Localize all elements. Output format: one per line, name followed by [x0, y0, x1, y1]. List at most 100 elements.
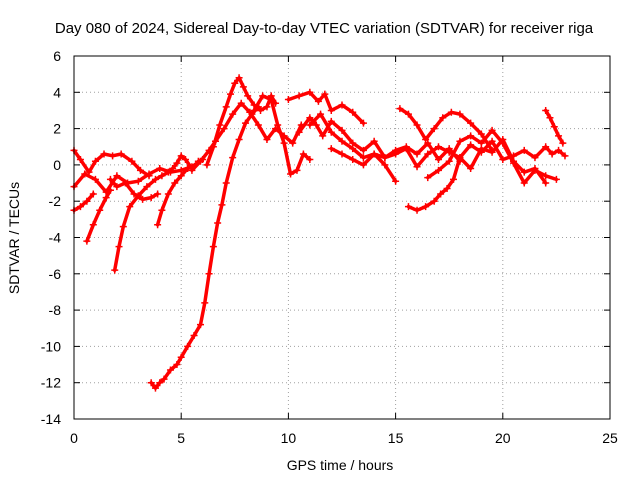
series-line: [205, 76, 278, 167]
data-point-marker: [338, 101, 346, 109]
data-point-marker: [212, 137, 220, 145]
data-point-marker: [166, 366, 174, 374]
data-point-marker: [289, 139, 297, 147]
data-point-marker: [76, 203, 84, 211]
data-point-marker: [164, 168, 172, 176]
data-point-marker: [396, 105, 404, 113]
data-point-marker: [510, 159, 518, 167]
data-point-marker: [284, 96, 292, 104]
series-arc-3: [70, 190, 97, 214]
data-point-marker: [531, 166, 539, 174]
series-arc-18: [424, 126, 560, 187]
data-point-marker: [338, 126, 346, 134]
data-point-marker: [338, 150, 346, 158]
data-point-marker: [263, 103, 271, 111]
data-point-marker: [254, 121, 262, 129]
data-point-marker: [154, 221, 162, 229]
data-point-marker: [121, 179, 129, 187]
data-point-marker: [349, 108, 357, 116]
data-point-marker: [312, 121, 320, 129]
data-point-marker: [160, 375, 168, 383]
data-point-marker: [171, 179, 179, 187]
data-point-marker: [181, 155, 189, 163]
data-point-marker: [259, 92, 267, 100]
data-point-marker: [349, 145, 357, 153]
data-point-marker: [128, 157, 136, 165]
data-point-marker: [467, 141, 475, 149]
ticks: 0 5 10 15 20 25 -14 -12 -10 -8 -6 -4 -2 0 2 4 6: [41, 48, 618, 446]
data-point-marker: [227, 90, 235, 98]
data-point-marker: [370, 150, 378, 158]
data-point-marker: [404, 203, 412, 211]
x-tick-label: 25: [602, 430, 618, 446]
data-point-marker: [91, 157, 99, 165]
data-point-marker: [109, 152, 117, 160]
grid: [74, 56, 610, 419]
data-point-marker: [445, 157, 453, 165]
data-point-marker: [222, 179, 230, 187]
data-point-marker: [467, 119, 475, 127]
data-point-marker: [239, 83, 247, 91]
data-point-marker: [424, 150, 432, 158]
data-point-marker: [81, 170, 89, 178]
data-point-marker: [242, 119, 250, 127]
data-point-marker: [349, 155, 357, 163]
data-point-marker: [119, 223, 127, 231]
y-tick-label: 0: [53, 157, 61, 173]
data-point-marker: [231, 79, 239, 87]
x-tick-label: 10: [281, 430, 297, 446]
data-point-marker: [467, 132, 475, 140]
series-arc-9: [203, 74, 280, 169]
data-point-marker: [424, 174, 432, 182]
data-point-marker: [402, 143, 410, 151]
series-line: [72, 192, 96, 213]
data-point-marker: [237, 99, 245, 107]
y-tick-label: -12: [41, 375, 61, 391]
data-point-marker: [158, 172, 166, 180]
data-point-marker: [169, 165, 177, 173]
data-point-marker: [177, 353, 185, 361]
data-point-marker: [434, 155, 442, 163]
y-tick-label: 2: [53, 121, 61, 137]
x-tick-label: 15: [388, 430, 404, 446]
data-point-marker: [117, 150, 125, 158]
data-point-marker: [134, 177, 142, 185]
data-point-marker: [370, 137, 378, 145]
y-tick-label: -2: [49, 193, 62, 209]
data-point-marker: [359, 161, 367, 169]
data-point-marker: [542, 143, 550, 151]
series-arc-11: [250, 92, 314, 178]
data-point-marker: [445, 145, 453, 153]
x-tick-label: 5: [177, 430, 185, 446]
data-point-marker: [413, 163, 421, 171]
data-point-marker: [113, 172, 121, 180]
data-point-marker: [173, 159, 181, 167]
series-arc-8: [147, 103, 262, 392]
data-point-marker: [306, 155, 314, 163]
data-point-marker: [145, 170, 153, 178]
series-arc-13: [295, 114, 569, 171]
y-tick-label: 6: [53, 48, 61, 64]
data-point-marker: [229, 154, 237, 162]
data-point-marker: [280, 139, 288, 147]
data-point-marker: [244, 92, 252, 100]
data-point-marker: [139, 195, 147, 203]
data-point-marker: [293, 166, 301, 174]
data-point-marker: [267, 96, 275, 104]
data-point-marker: [218, 201, 226, 209]
data-point-marker: [552, 175, 560, 183]
data-point-marker: [115, 243, 123, 251]
y-tick-label: -6: [49, 266, 62, 282]
x-tick-label: 0: [70, 430, 78, 446]
series-arc-17: [404, 135, 550, 214]
data-point-marker: [216, 121, 224, 129]
y-tick-label: -10: [41, 338, 61, 354]
data-point-marker: [456, 154, 464, 162]
data-point-marker: [295, 128, 303, 136]
data-point-marker: [147, 194, 155, 202]
data-point-marker: [422, 203, 430, 211]
data-point-marker: [263, 135, 271, 143]
data-point-marker: [83, 197, 91, 205]
data-point-marker: [102, 194, 110, 202]
